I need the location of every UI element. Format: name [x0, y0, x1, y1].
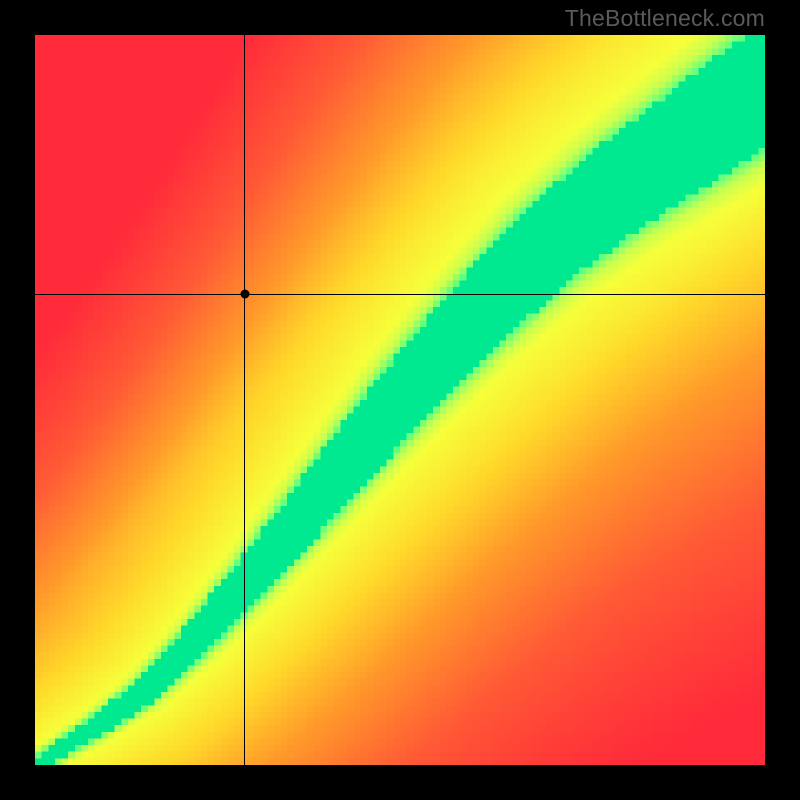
crosshair-horizontal	[35, 294, 765, 295]
crosshair-marker	[240, 290, 249, 299]
watermark-text: TheBottleneck.com	[565, 5, 765, 32]
heatmap-plot	[35, 35, 765, 765]
crosshair-vertical	[244, 35, 245, 765]
heatmap-canvas	[35, 35, 765, 765]
